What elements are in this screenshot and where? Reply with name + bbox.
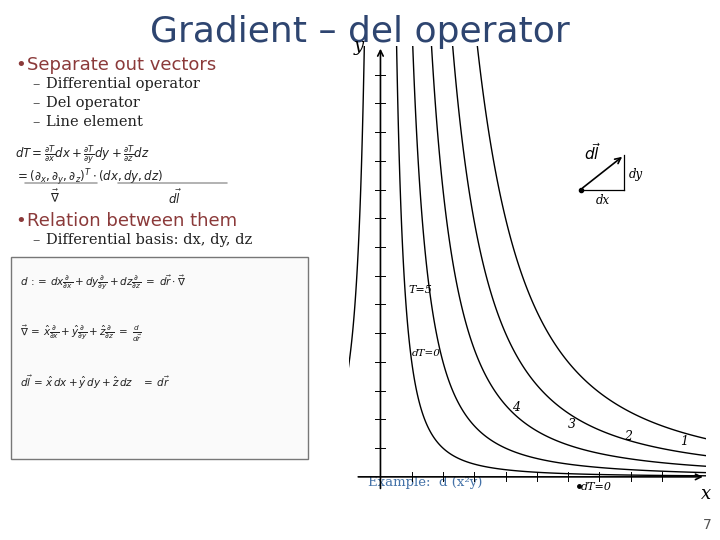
Text: y: y bbox=[354, 37, 364, 55]
Text: dT=0: dT=0 bbox=[412, 349, 441, 358]
Text: 1: 1 bbox=[680, 435, 688, 448]
FancyBboxPatch shape bbox=[11, 257, 308, 459]
Text: –: – bbox=[32, 96, 40, 110]
Text: T=5: T=5 bbox=[409, 285, 433, 295]
Text: x: x bbox=[701, 485, 711, 503]
Text: $= (\partial_x, \partial_y, \partial_z)^T \cdot (dx, dy, dz)$: $= (\partial_x, \partial_y, \partial_z)^… bbox=[15, 167, 163, 187]
Text: Del operator: Del operator bbox=[46, 96, 140, 110]
Text: $\vec{\nabla}$: $\vec{\nabla}$ bbox=[50, 189, 60, 205]
Text: Relation between them: Relation between them bbox=[27, 212, 237, 230]
Text: 7: 7 bbox=[703, 518, 712, 532]
Text: 4: 4 bbox=[512, 401, 520, 414]
Text: Gradient – del operator: Gradient – del operator bbox=[150, 15, 570, 49]
Text: –: – bbox=[32, 115, 40, 129]
Text: •: • bbox=[15, 56, 26, 74]
Text: Line element: Line element bbox=[46, 115, 143, 129]
Text: 3: 3 bbox=[568, 418, 576, 431]
Text: dy: dy bbox=[629, 168, 643, 181]
Text: $d\vec{l} \,=\, \hat{x}\,dx + \hat{y}\,dy + \hat{z}\,dz \quad =\; d\vec{r}$: $d\vec{l} \,=\, \hat{x}\,dx + \hat{y}\,d… bbox=[20, 374, 171, 392]
Text: $d\vec{l}$: $d\vec{l}$ bbox=[584, 141, 601, 163]
Text: $d \,:=\, dx\frac{\partial}{\partial x} + dy\frac{\partial}{\partial y} + dz\fra: $d \,:=\, dx\frac{\partial}{\partial x} … bbox=[20, 274, 186, 293]
Text: 2: 2 bbox=[624, 429, 632, 442]
Text: Differential basis: dx, dy, dz: Differential basis: dx, dy, dz bbox=[46, 233, 252, 247]
Text: Example:  d (x²y): Example: d (x²y) bbox=[368, 476, 482, 489]
Text: $d\vec{l}$: $d\vec{l}$ bbox=[168, 189, 182, 207]
Text: dT=0: dT=0 bbox=[580, 482, 611, 491]
Text: dx: dx bbox=[596, 194, 611, 207]
Text: Differential operator: Differential operator bbox=[46, 77, 200, 91]
Text: $\vec{\nabla} \,=\, \hat{x}\frac{\partial}{\partial x} + \hat{y}\frac{\partial}{: $\vec{\nabla} \,=\, \hat{x}\frac{\partia… bbox=[20, 324, 143, 345]
Text: –: – bbox=[32, 233, 40, 247]
Text: Separate out vectors: Separate out vectors bbox=[27, 56, 216, 74]
Text: –: – bbox=[32, 77, 40, 91]
Text: •: • bbox=[15, 212, 26, 230]
Text: $dT = \frac{\partial T}{\partial x}dx + \frac{\partial T}{\partial y}dy + \frac{: $dT = \frac{\partial T}{\partial x}dx + … bbox=[15, 143, 150, 166]
